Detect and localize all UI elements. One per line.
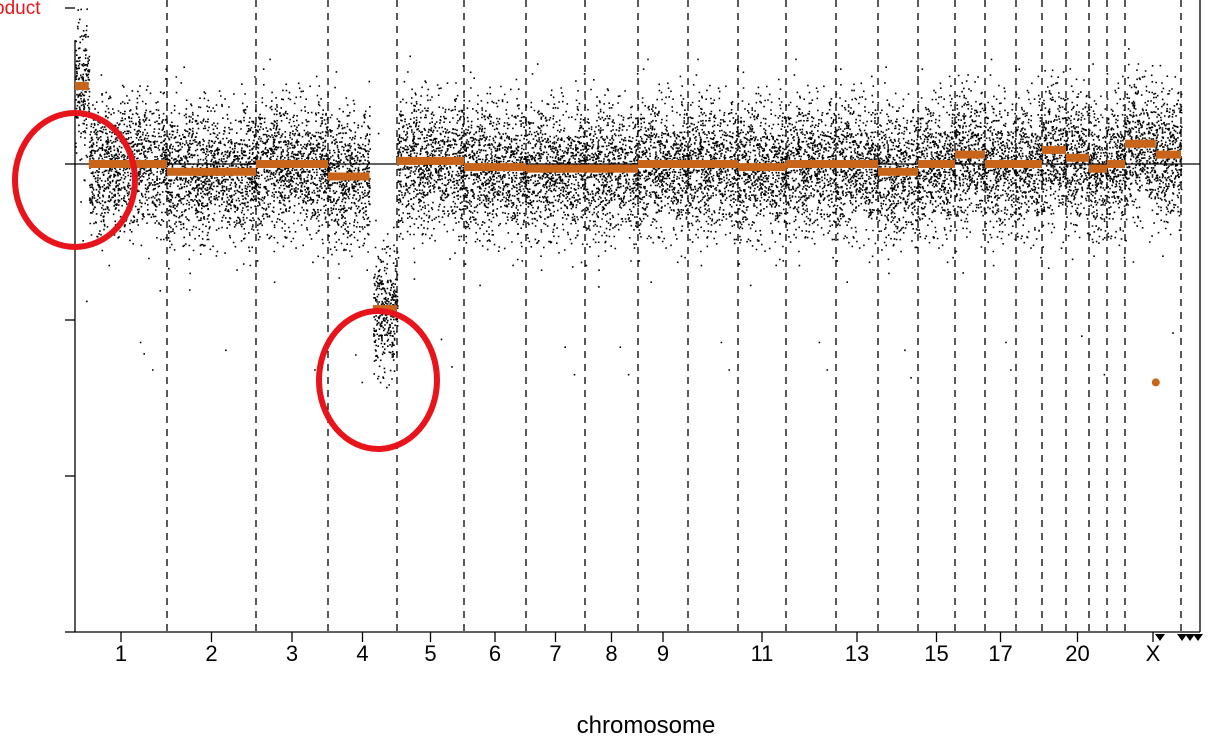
chart-title: oduct [0,0,41,19]
segment-9 [638,160,688,168]
chromosome-boundaries [75,0,1200,632]
y-axis [65,0,1201,633]
x-tick-labels: 1 2 3 4 5 6 7 8 9 11 13 15 17 20 X [115,641,1161,666]
segment-8 [585,164,638,173]
x-tick-label: 11 [751,641,774,666]
x-tick-label: 6 [489,641,501,666]
segment-13 [836,160,878,168]
axis-marker-icon [1185,634,1195,641]
segment-20 [1066,153,1089,162]
segment-17 [985,160,1016,168]
x-tick-label: 9 [657,641,669,666]
x-axis-title: chromosome [577,712,716,739]
segment-1 [88,160,167,168]
segment-X [1125,139,1156,148]
data-point-cloud [75,8,1183,389]
highlight-circle-loss [316,308,440,452]
segment-4 [328,172,370,181]
highlight-markers [12,110,440,452]
x-tick-label: 7 [549,641,561,666]
segment-14 [878,167,918,176]
highlight-circle-gain [12,110,138,250]
segment-5 [397,156,464,165]
segment-18 [1016,160,1042,168]
x-tick-label: 1 [115,641,127,666]
axis-marker-icon [1155,634,1165,641]
x-tick-label: 20 [1065,641,1089,666]
axis-marker-icon [1177,634,1187,641]
segment-12 [786,160,836,168]
data-points [75,8,1183,389]
outlier-point [1151,378,1160,387]
axis-marker-icon [1193,634,1203,641]
segment-3 [256,160,328,168]
x-tick-label: 3 [286,641,298,666]
segment-6 [464,163,526,172]
x-tick-label: 15 [924,641,948,666]
x-tick-label: 5 [424,641,436,666]
segment-7 [526,164,585,173]
x-tick-label: 4 [356,641,368,666]
x-axis [75,631,1203,642]
segment-11 [738,163,786,172]
segment-10 [688,160,738,168]
x-tick-label: 8 [605,641,617,666]
x-tick-label: 2 [205,641,217,666]
segment-21 [1089,164,1107,173]
segment-2 [167,167,256,176]
x-tick-label: 13 [845,641,869,666]
segment-16 [955,150,985,159]
x-tick-label: 17 [988,641,1012,666]
segment-1 [75,82,89,90]
copy-number-segments [75,82,1181,387]
segment-15 [918,160,955,168]
segment-X [1155,150,1181,159]
segment-19 [1042,145,1066,154]
segment-22 [1107,160,1125,168]
x-tick-label: X [1146,641,1161,666]
